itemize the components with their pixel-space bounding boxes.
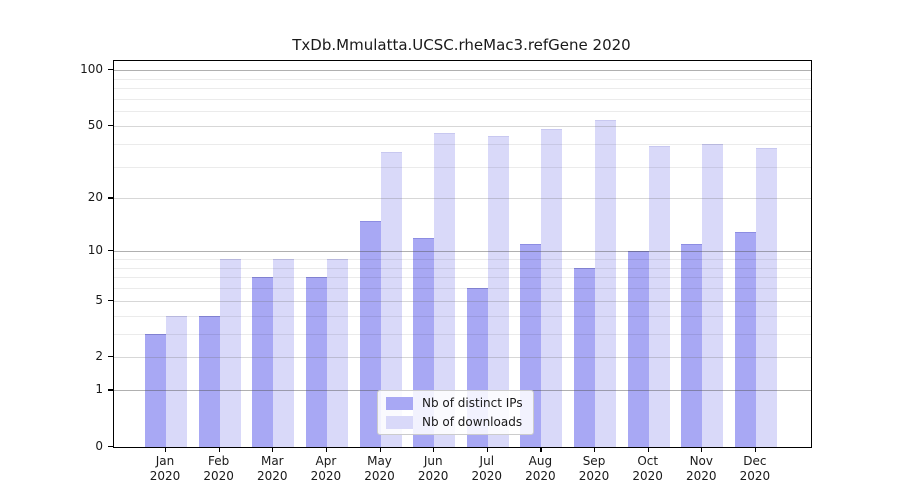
- y-tick-label: 10: [87, 243, 103, 258]
- y-tick-label: 100: [80, 62, 103, 77]
- y-tick-label: 0: [95, 439, 103, 453]
- y-tick: [108, 446, 113, 448]
- x-tick: [218, 447, 220, 452]
- x-tick-label: May 2020: [364, 454, 395, 483]
- bar-downloads-oct-2020: [648, 145, 670, 447]
- gridline: [114, 78, 811, 80]
- gridline: [114, 198, 811, 200]
- y-tick: [108, 250, 113, 252]
- gridline: [114, 259, 811, 260]
- bar-distinct-ips-jan-2020: [145, 333, 166, 447]
- x-tick: [754, 447, 757, 452]
- y-tick: [108, 125, 113, 127]
- x-tick-label: Dec 2020: [739, 454, 771, 483]
- y-tick: [108, 197, 113, 199]
- gridline: [114, 267, 811, 269]
- plot-area: Nb of distinct IPs Nb of downloads: [113, 60, 812, 448]
- gridline: [114, 315, 811, 317]
- legend: Nb of distinct IPs Nb of downloads: [377, 390, 534, 435]
- x-tick-label: Oct 2020: [632, 454, 663, 483]
- x-tick-label: Aug 2020: [525, 454, 556, 483]
- x-tick: [701, 447, 703, 452]
- gridline: [114, 357, 811, 359]
- bar-downloads-apr-2020: [326, 259, 348, 447]
- bar-distinct-ips-sep-2020: [574, 267, 595, 447]
- legend-label-downloads: Nb of downloads: [422, 415, 523, 429]
- legend-swatch-distinct-ips: [386, 396, 413, 410]
- gridline: [114, 143, 811, 145]
- gridline: [114, 126, 811, 127]
- bar-downloads-feb-2020: [219, 259, 241, 447]
- bar-downloads-dec-2020: [755, 147, 777, 447]
- y-tick: [108, 389, 113, 391]
- gridline: [114, 288, 811, 290]
- x-tick: [165, 447, 167, 452]
- bar-distinct-ips-mar-2020: [252, 277, 274, 447]
- x-tick-label: Mar 2020: [257, 454, 288, 483]
- legend-item-distinct-ips: Nb of distinct IPs: [386, 396, 523, 410]
- y-tick-label: 2: [95, 349, 103, 364]
- gridline: [114, 277, 811, 279]
- bar-distinct-ips-nov-2020: [681, 244, 703, 447]
- legend-item-downloads: Nb of downloads: [386, 415, 523, 429]
- bar-downloads-mar-2020: [273, 259, 295, 447]
- x-tick: [594, 447, 596, 452]
- y-tick: [108, 69, 113, 71]
- bar-distinct-ips-oct-2020: [627, 251, 649, 447]
- legend-label-distinct-ips: Nb of distinct IPs: [422, 396, 523, 410]
- gridline: [114, 166, 811, 168]
- bar-downloads-aug-2020: [541, 129, 563, 447]
- gridline: [114, 70, 811, 72]
- bar-downloads-sep-2020: [595, 119, 616, 447]
- x-tick: [325, 447, 328, 452]
- x-tick: [486, 447, 488, 452]
- bar-downloads-jul-2020: [487, 136, 509, 447]
- y-tick-label: 20: [87, 190, 103, 205]
- x-tick-label: Feb 2020: [203, 454, 234, 483]
- x-tick-label: Nov 2020: [686, 454, 717, 483]
- x-tick: [379, 447, 381, 452]
- x-tick: [647, 447, 649, 452]
- gridline: [114, 111, 811, 113]
- x-tick-label: Jul 2020: [471, 454, 503, 483]
- x-tick-label: Sep 2020: [578, 454, 610, 483]
- x-tick: [433, 447, 435, 452]
- y-tick: [108, 299, 113, 301]
- x-tick: [540, 447, 542, 452]
- bar-downloads-jun-2020: [434, 132, 456, 447]
- bar-distinct-ips-may-2020: [359, 220, 381, 447]
- bar-downloads-jan-2020: [166, 315, 187, 447]
- y-tick-label: 1: [95, 382, 103, 397]
- y-tick-label: 50: [87, 118, 103, 132]
- y-tick: [108, 356, 113, 358]
- bar-distinct-ips-dec-2020: [734, 231, 756, 447]
- x-tick-label: Apr 2020: [310, 454, 342, 483]
- x-tick-label: Jun 2020: [417, 454, 449, 483]
- x-tick: [272, 447, 274, 452]
- bar-downloads-may-2020: [380, 152, 402, 447]
- gridline: [114, 251, 811, 253]
- bar-downloads-nov-2020: [702, 143, 724, 447]
- gridline: [114, 333, 811, 335]
- bar-distinct-ips-feb-2020: [198, 315, 220, 447]
- bar-distinct-ips-apr-2020: [305, 277, 327, 447]
- chart-title: TxDb.Mmulatta.UCSC.rheMac3.refGene 2020: [292, 36, 631, 54]
- gridline: [114, 300, 811, 302]
- gridline: [114, 99, 811, 100]
- x-tick-label: Jan 2020: [149, 454, 181, 483]
- legend-swatch-downloads: [386, 415, 413, 429]
- gridline: [114, 88, 811, 90]
- y-tick-label: 5: [95, 292, 103, 307]
